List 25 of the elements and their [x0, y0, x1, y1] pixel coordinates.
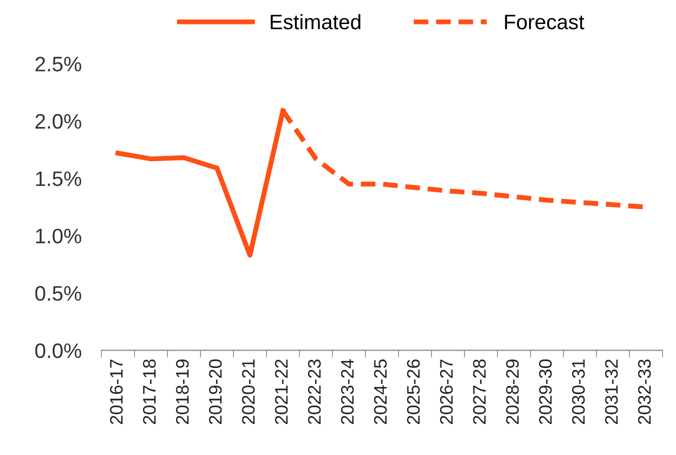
x-tick-label: 2024-25 — [374, 359, 387, 424]
legend-label: Estimated — [270, 14, 360, 30]
x-tick-label: 2016-17 — [110, 360, 123, 424]
x-tick-label: 2021-22 — [274, 360, 288, 424]
y-tick-label: 0.5% — [35, 286, 82, 301]
x-tick-label: 2031-32 — [605, 360, 618, 424]
x-tick-label: 2022-23 — [308, 359, 321, 424]
x-tick-label: 2020-21 — [242, 360, 255, 424]
x-tick-label: 2017-18 — [142, 359, 156, 424]
y-tick-label: 2.0% — [36, 114, 82, 129]
x-tick-label: 2027-28 — [473, 359, 486, 424]
y-tick-label: 1.0% — [36, 228, 82, 244]
x-tick-label: 2032-33 — [638, 359, 651, 424]
y-tick-label: 2.5% — [36, 56, 82, 72]
x-tick-label: 2029-30 — [539, 359, 552, 424]
x-tick-label: 2023-24 — [340, 359, 354, 424]
x-tick-label: 2018-19 — [176, 360, 189, 424]
legend-label: Forecast — [505, 14, 584, 30]
x-tick-label: 2028-29 — [506, 360, 519, 424]
x-tick-label: 2025-26 — [407, 359, 420, 424]
y-tick-label: 0.0% — [35, 343, 82, 358]
x-tick-label: 2026-27 — [440, 360, 453, 424]
x-tick-label: 2019-20 — [208, 359, 222, 424]
y-tick-label: 1.5% — [36, 171, 82, 186]
x-tick-label: 2030-31 — [572, 360, 585, 424]
